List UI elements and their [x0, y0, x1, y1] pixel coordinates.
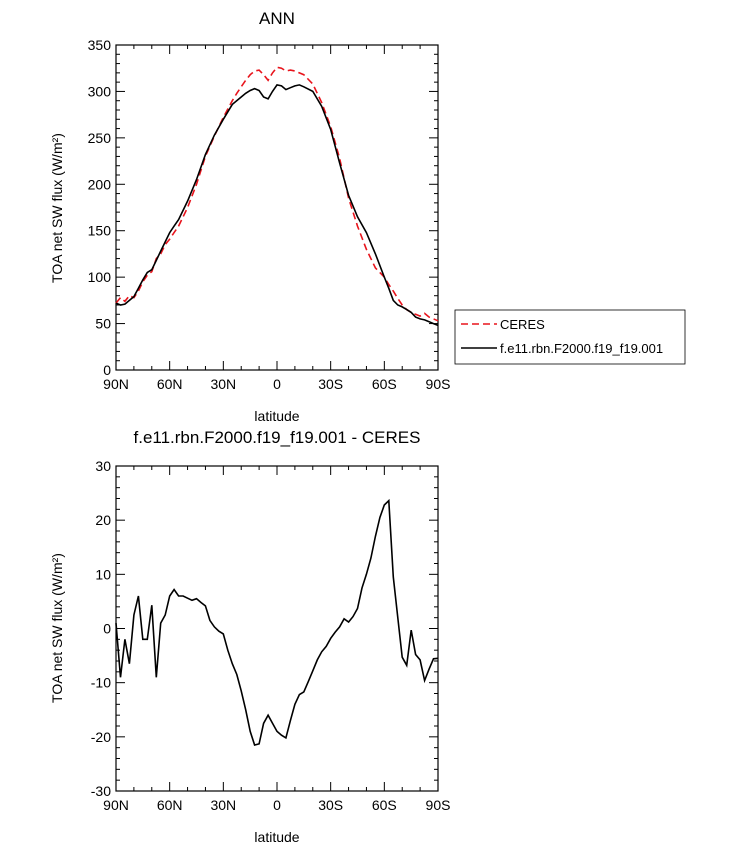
top-y-tick-label: 0 [103, 362, 111, 378]
bottom-x-tick-label: 90N [103, 797, 129, 813]
bottom-x-tick-label: 30N [210, 797, 236, 813]
series-line-ceres [115, 66, 439, 322]
bottom-y-tick-label: -20 [91, 729, 111, 745]
bottom-y-tick-label: 20 [95, 512, 111, 528]
legend-label-ceres: CERES [500, 317, 545, 332]
top-y-tick-label: 250 [88, 130, 112, 146]
top-series-lines [115, 66, 439, 327]
legend: CERES f.e11.rbn.F2000.f19_f19.001 [454, 309, 686, 365]
bottom-y-tick-label: 10 [95, 566, 111, 582]
bottom-x-tick-label: 60N [157, 797, 183, 813]
top-x-tick-label: 60S [372, 376, 397, 392]
top-plot-frame [115, 44, 439, 371]
bottom-series-lines [115, 498, 439, 746]
bottom-x-tick-label: 60S [372, 797, 397, 813]
bottom-y-tick-label: -10 [91, 675, 111, 691]
series-line-model [115, 84, 439, 327]
bottom-x-tick-label: 0 [273, 797, 281, 813]
top-y-axis-title: TOA net SW flux (W/m²) [49, 133, 65, 283]
top-y-tick-label: 350 [88, 37, 112, 53]
top-x-tick-label: 60N [157, 376, 183, 392]
top-y-tick-labels: 0 50 100 150 200 250 300 350 [88, 37, 112, 378]
top-x-tick-label: 0 [273, 376, 281, 392]
legend-label-model: f.e11.rbn.F2000.f19_f19.001 [500, 341, 663, 356]
bottom-y-tick-label: 0 [103, 621, 111, 637]
bottom-panel: f.e11.rbn.F2000.f19_f19.001 - CERES 90N … [49, 428, 450, 845]
top-x-tick-labels: 90N 60N 30N 0 30S 60S 90S [103, 376, 450, 392]
bottom-y-tick-labels: -30 -20 -10 0 10 20 30 [91, 458, 111, 799]
bottom-plot-title: f.e11.rbn.F2000.f19_f19.001 - CERES [134, 428, 421, 447]
bottom-y-axis-title: TOA net SW flux (W/m²) [49, 553, 65, 703]
top-y-tick-label: 100 [88, 269, 112, 285]
bottom-axis-ticks [115, 465, 439, 792]
top-x-tick-label: 30N [210, 376, 236, 392]
top-y-tick-label: 200 [88, 176, 112, 192]
top-x-tick-label: 90S [426, 376, 451, 392]
top-panel: ANN 90N 60N 30N 0 30S 60S 90S 0 50 100 1… [49, 9, 686, 424]
top-y-tick-label: 150 [88, 223, 112, 239]
bottom-y-tick-label: 30 [95, 458, 111, 474]
bottom-x-tick-label: 30S [318, 797, 343, 813]
series-line-difference [115, 498, 439, 746]
bottom-y-tick-label: -30 [91, 783, 111, 799]
top-x-tick-label: 90N [103, 376, 129, 392]
bottom-x-axis-title: latitude [254, 829, 299, 845]
top-x-tick-label: 30S [318, 376, 343, 392]
top-plot-title: ANN [259, 9, 295, 28]
top-axis-ticks [115, 44, 439, 371]
top-y-tick-label: 50 [95, 316, 111, 332]
top-x-axis-title: latitude [254, 408, 299, 424]
legend-box [454, 309, 686, 365]
top-y-tick-label: 300 [88, 83, 112, 99]
bottom-x-tick-label: 90S [426, 797, 451, 813]
bottom-x-tick-labels: 90N 60N 30N 0 30S 60S 90S [103, 797, 450, 813]
